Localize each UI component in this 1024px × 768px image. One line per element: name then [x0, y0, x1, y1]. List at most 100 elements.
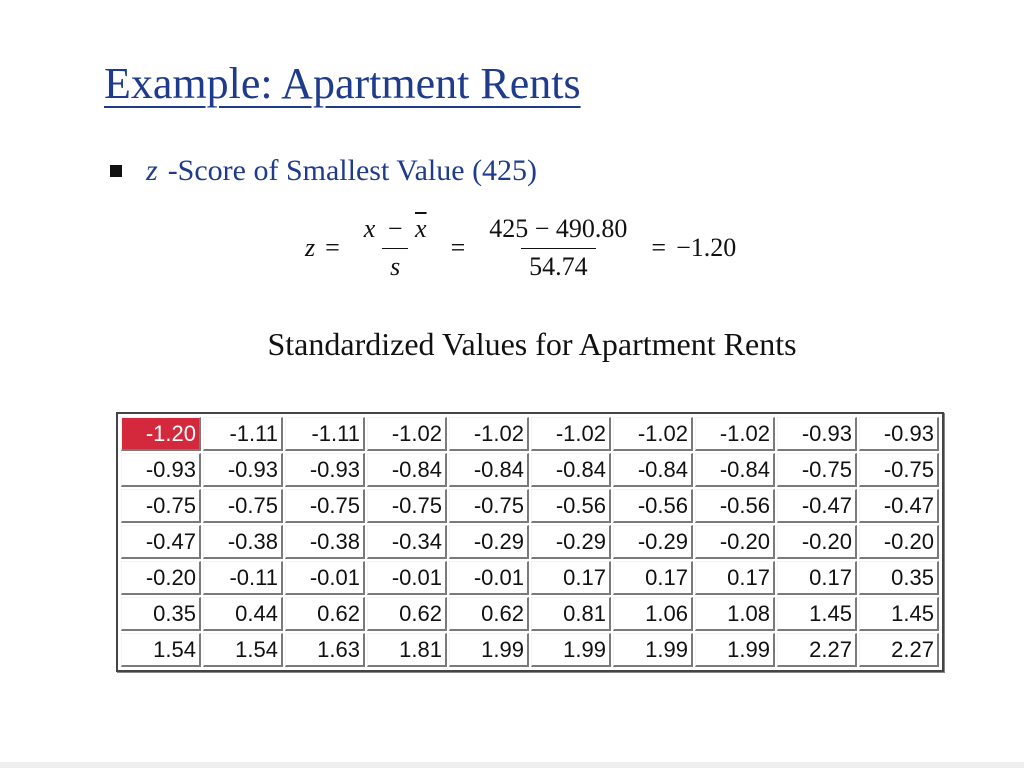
- table-cell: -0.75: [367, 489, 447, 523]
- table-cell: -0.75: [777, 453, 857, 487]
- table-cell: -1.11: [203, 417, 283, 451]
- table-row: -0.75 -0.75 -0.75 -0.75 -0.75 -0.56 -0.56 -0.56…: [121, 489, 939, 523]
- formula-x: x: [363, 213, 376, 243]
- table-cell: 2.27: [777, 633, 857, 667]
- table-cell: -0.29: [613, 525, 693, 559]
- table-cell: -0.75: [859, 453, 939, 487]
- table-row: -0.20 -0.11 -0.01 -0.01 -0.01 0.17 0.17 0.17 0.1…: [121, 561, 939, 595]
- table-cell: -0.20: [121, 561, 201, 595]
- formula-numeric-denominator: 54.74: [521, 247, 596, 282]
- table-cell: -0.29: [449, 525, 529, 559]
- table-cell: -0.47: [121, 525, 201, 559]
- table-cell: 1.08: [695, 597, 775, 631]
- formula-equals-3: =: [651, 233, 667, 262]
- table-cell: -0.75: [203, 489, 283, 523]
- table-cell: -0.84: [613, 453, 693, 487]
- table-cell: 1.99: [613, 633, 693, 667]
- table-cell: -0.47: [777, 489, 857, 523]
- table-cell: 0.17: [777, 561, 857, 595]
- table-cell: -0.38: [285, 525, 365, 559]
- table-cell: 0.62: [367, 597, 447, 631]
- formula-symbolic-numerator: x − x: [356, 213, 435, 248]
- table-cell: 1.54: [121, 633, 201, 667]
- formula-numeric-fraction: 425 − 490.80 54.74: [481, 213, 635, 282]
- table-cell: -1.02: [613, 417, 693, 451]
- table-cell: -0.93: [859, 417, 939, 451]
- table-row: -0.47 -0.38 -0.38 -0.34 -0.29 -0.29 -0.29 -0.20…: [121, 525, 939, 559]
- table-row: -0.93 -0.93 -0.93 -0.84 -0.84 -0.84 -0.84 -0.84…: [121, 453, 939, 487]
- table-cell: -0.84: [531, 453, 611, 487]
- table-cell: -0.01: [285, 561, 365, 595]
- table-cell: -0.84: [449, 453, 529, 487]
- table-cell: -0.75: [121, 489, 201, 523]
- table-cell: 1.99: [531, 633, 611, 667]
- table-cell: -0.11: [203, 561, 283, 595]
- table-cell: -0.75: [449, 489, 529, 523]
- table-cell: 1.06: [613, 597, 693, 631]
- bottom-band: [0, 762, 1024, 768]
- table-cell: 1.63: [285, 633, 365, 667]
- table-row: -1.20 -1.11 -1.11 -1.02 -1.02 -1.02 -1.02 -1.02…: [121, 417, 939, 451]
- table-cell: -0.75: [285, 489, 365, 523]
- table-cell: -0.20: [859, 525, 939, 559]
- z-score-formula: z = x − x s = 425 − 490.80 54.74 = −1.20: [305, 208, 736, 288]
- table-row: 0.35 0.44 0.62 0.62 0.62 0.81 1.06 1.08 1.45 1.45: [121, 597, 939, 631]
- table-cell: -0.93: [121, 453, 201, 487]
- table-cell: 1.99: [695, 633, 775, 667]
- formula-z: z: [305, 233, 316, 262]
- table-cell: 0.62: [285, 597, 365, 631]
- slide-title: Example: Apartment Rents: [104, 59, 581, 108]
- table-cell: 0.62: [449, 597, 529, 631]
- table-cell: -0.84: [695, 453, 775, 487]
- table-body: -1.20 -1.11 -1.11 -1.02 -1.02 -1.02 -1.02 -1.02…: [121, 417, 939, 667]
- table-cell: 0.17: [531, 561, 611, 595]
- table-cell: 1.45: [859, 597, 939, 631]
- formula-minus: −: [387, 213, 403, 243]
- table-cell: -1.11: [285, 417, 365, 451]
- table-cell: -0.56: [531, 489, 611, 523]
- formula-numeric-numerator: 425 − 490.80: [489, 213, 628, 243]
- table-cell: 0.17: [613, 561, 693, 595]
- table-cell: 1.99: [449, 633, 529, 667]
- formula-s: s: [382, 247, 409, 282]
- table-cell: 1.45: [777, 597, 857, 631]
- table-cell: -0.93: [777, 417, 857, 451]
- table-cell: 0.35: [859, 561, 939, 595]
- formula-equals-2: =: [450, 233, 466, 262]
- table-row: 1.54 1.54 1.63 1.81 1.99 1.99 1.99 1.99 2.27 2.27: [121, 633, 939, 667]
- formula-xbar: x: [415, 213, 427, 243]
- table-cell: 1.81: [367, 633, 447, 667]
- table-cell: -0.93: [203, 453, 283, 487]
- table-cell: 0.35: [121, 597, 201, 631]
- bullet-line: z -Score of Smallest Value (425): [110, 154, 537, 188]
- table-cell: -0.29: [531, 525, 611, 559]
- table-cell: -1.02: [695, 417, 775, 451]
- standardized-values-table: -1.20 -1.11 -1.11 -1.02 -1.02 -1.02 -1.02 -1.02…: [116, 412, 944, 672]
- table-cell: -1.02: [531, 417, 611, 451]
- formula-equals-1: =: [325, 233, 340, 262]
- table-cell: 0.44: [203, 597, 283, 631]
- table-cell: -0.38: [203, 525, 283, 559]
- table-cell: -0.84: [367, 453, 447, 487]
- table-cell: -0.47: [859, 489, 939, 523]
- table-cell: -0.20: [695, 525, 775, 559]
- table-cell: 1.54: [203, 633, 283, 667]
- table-cell-highlighted: -1.20: [121, 417, 201, 451]
- bullet-text: -Score of Smallest Value (425): [167, 154, 538, 187]
- table-cell: -0.93: [285, 453, 365, 487]
- square-bullet-icon: [110, 165, 122, 177]
- table-cell: -1.02: [449, 417, 529, 451]
- table-cell: -0.20: [777, 525, 857, 559]
- table-cell: -0.01: [367, 561, 447, 595]
- table-cell: 2.27: [859, 633, 939, 667]
- table-cell: -1.02: [367, 417, 447, 451]
- table-cell: -0.56: [695, 489, 775, 523]
- table-cell: -0.34: [367, 525, 447, 559]
- table-cell: 0.17: [695, 561, 775, 595]
- table-cell: 0.81: [531, 597, 611, 631]
- table-title: Standardized Values for Apartment Rents: [267, 326, 797, 362]
- formula-result: −1.20: [676, 233, 737, 262]
- table-cell: -0.56: [613, 489, 693, 523]
- formula-symbolic-fraction: x − x s: [356, 213, 435, 282]
- table-cell: -0.01: [449, 561, 529, 595]
